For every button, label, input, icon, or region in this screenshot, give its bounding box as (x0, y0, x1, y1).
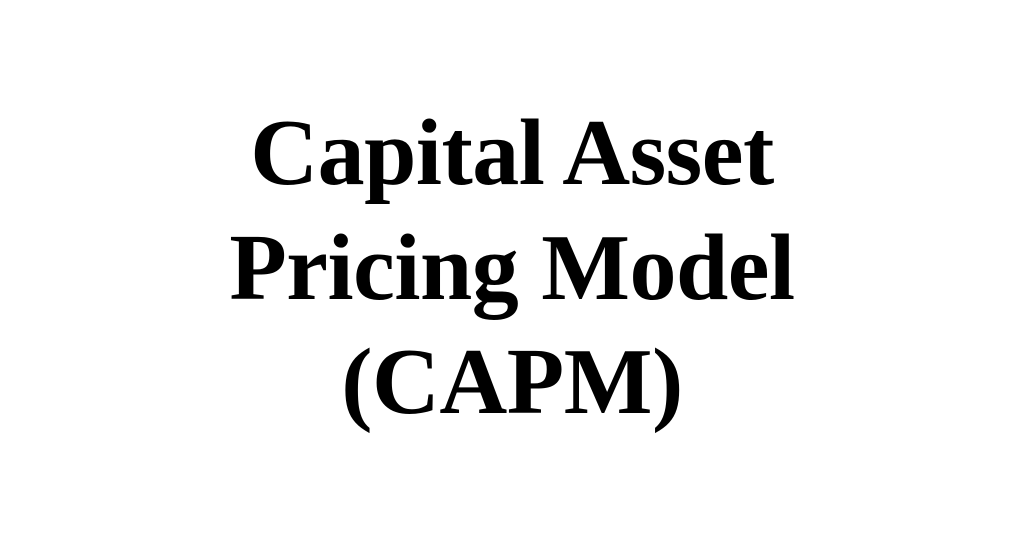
title-line-3: (CAPM) (229, 325, 794, 440)
title-line-2: Pricing Model (229, 211, 794, 326)
title-line-1: Capital Asset (229, 96, 794, 211)
title-container: Capital Asset Pricing Model (CAPM) (229, 96, 794, 440)
title-heading: Capital Asset Pricing Model (CAPM) (229, 96, 794, 440)
